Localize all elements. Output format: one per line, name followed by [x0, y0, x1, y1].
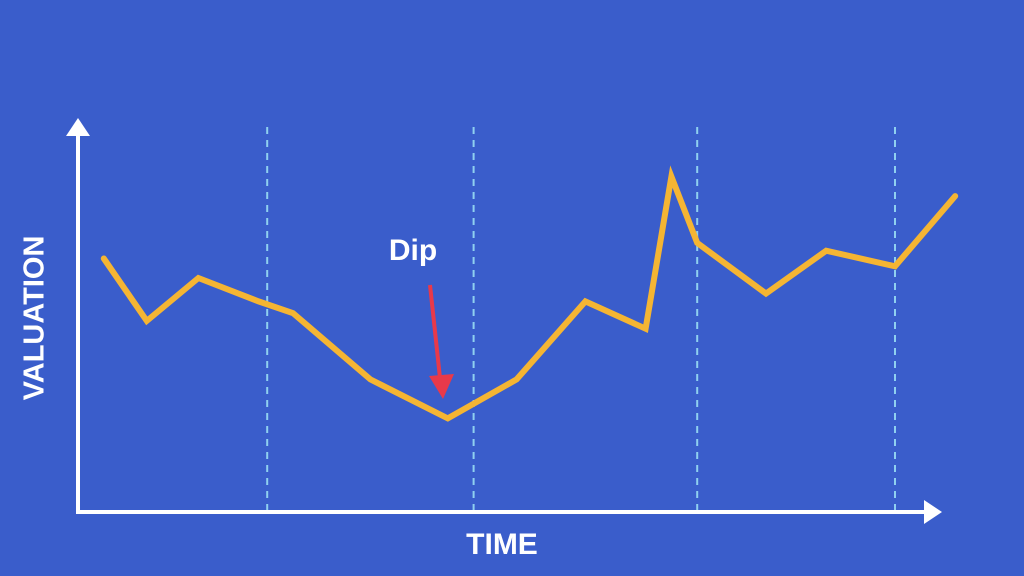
- annotation-text: Dip: [389, 234, 437, 267]
- annotation-arrowhead: [429, 374, 454, 399]
- plot: [100, 165, 959, 422]
- x-axis-arrow: [924, 500, 942, 524]
- series-line: [100, 165, 959, 422]
- annotation-arrow: [428, 284, 442, 379]
- y-axis-label: VALUATION: [19, 236, 51, 401]
- y-axis-arrow: [66, 118, 90, 136]
- x-axis-label: TIME: [466, 528, 538, 561]
